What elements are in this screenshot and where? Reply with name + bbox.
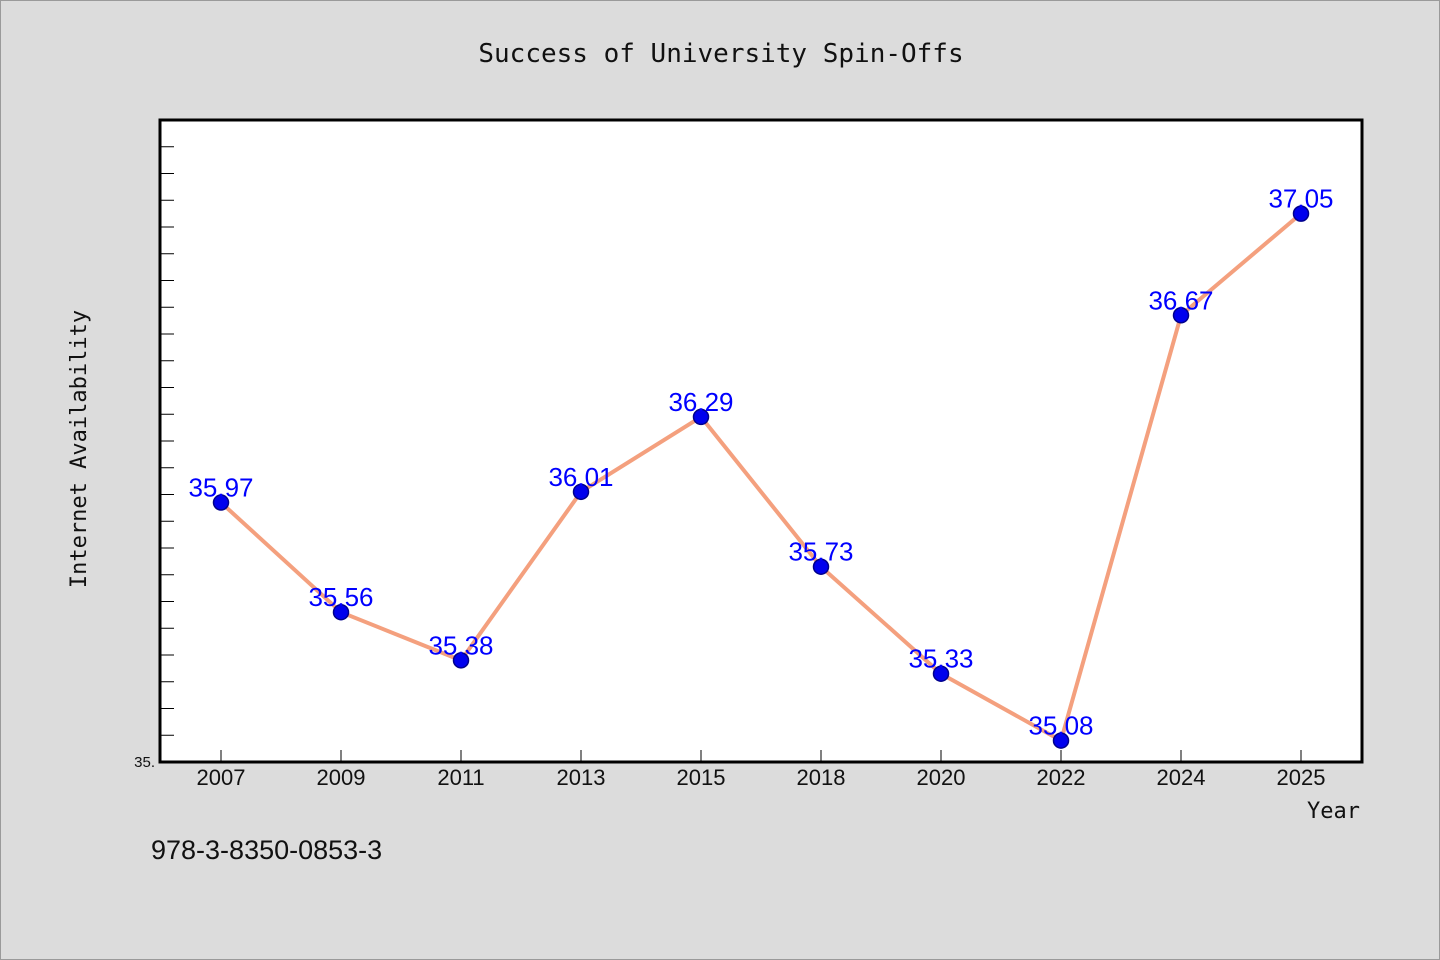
x-axis-label: Year: [1307, 799, 1360, 824]
x-tick-label: 2013: [557, 765, 606, 790]
data-point: [572, 483, 590, 501]
data-point: [932, 665, 950, 682]
x-tick-label: 2007: [197, 765, 246, 790]
series-line-group: [219, 211, 1303, 743]
x-tick-label: 2020: [917, 765, 966, 790]
data-point: [812, 558, 830, 575]
isbn-footnote: 978-3-8350-0853-3: [151, 835, 383, 865]
data-label: 35.97: [188, 473, 253, 503]
data-label: 35.38: [428, 630, 493, 660]
data-label: 36.01: [548, 462, 613, 492]
x-tick-label: 2011: [437, 765, 484, 790]
data-point: [692, 408, 710, 426]
plot-area: [158, 118, 1364, 764]
data-point: [1172, 307, 1190, 324]
data-point: [212, 494, 230, 511]
data-label: 35.08: [1028, 711, 1093, 741]
y-axis-min-label: 35.: [134, 754, 155, 771]
data-label: 35.33: [908, 644, 973, 674]
data-label: 36.29: [668, 387, 733, 417]
x-tick-label: 2022: [1037, 765, 1086, 790]
data-point: [452, 652, 470, 669]
x-axis-ticks: 2007 2009 2011 2013 2015 2018 2020 2022 2024 2025: [197, 750, 1326, 790]
data-point: [1052, 732, 1070, 749]
y-minor-ticks: [160, 146, 174, 736]
chart-title: Success of University Spin-Offs: [478, 39, 963, 69]
data-label: 36.67: [1148, 285, 1213, 315]
x-tick-label: 2025: [1277, 765, 1326, 790]
data-labels-group: 35.97 35.56 35.38 36.01 36.29 35.73 35.33 35.08…: [188, 184, 1333, 741]
data-point: [1292, 205, 1310, 222]
x-tick-label: 2015: [677, 765, 726, 790]
x-tick-label: 2009: [317, 765, 366, 790]
series-line: [219, 211, 1303, 743]
y-axis-label: Internet Availability: [67, 310, 92, 588]
x-tick-label: 2018: [797, 765, 846, 790]
data-label: 35.56: [308, 582, 373, 612]
x-tick-label: 2024: [1157, 765, 1206, 790]
data-point: [332, 603, 350, 621]
data-label: 35.73: [788, 537, 853, 567]
data-label: 37.05: [1268, 184, 1333, 214]
markers-group: [212, 205, 1310, 749]
